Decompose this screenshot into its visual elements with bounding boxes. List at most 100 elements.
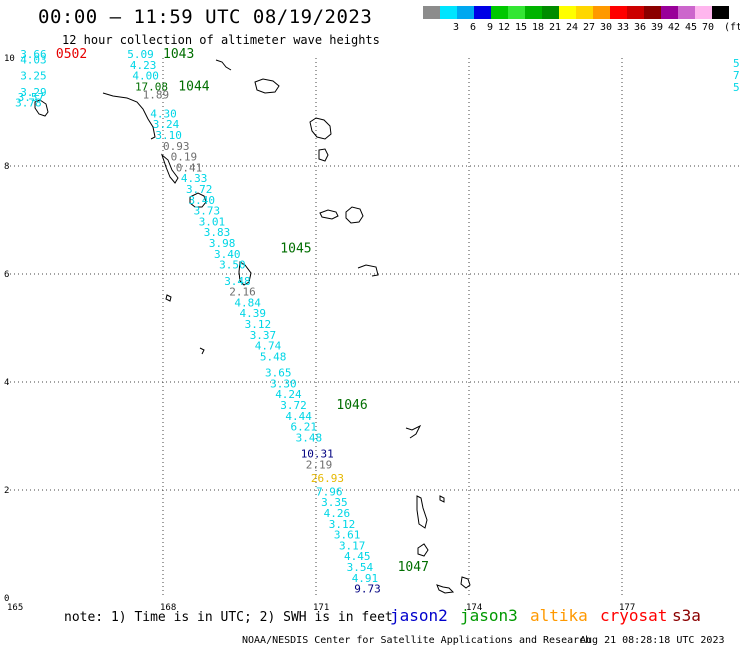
- wave-height-label: 4.00: [132, 70, 159, 83]
- legend-swatch: [644, 6, 661, 19]
- legend-tick-label: 39: [650, 22, 663, 33]
- island-outline: [439, 495, 445, 503]
- island-outline: [460, 576, 471, 589]
- island-outline: [165, 294, 172, 302]
- wave-height-label: 4.84: [234, 296, 261, 309]
- legend-tick-label: 9: [486, 22, 493, 33]
- edge-wave-label: 5: [733, 81, 740, 94]
- x-tick-label: 171: [313, 603, 329, 613]
- legend-tick-label: 21: [548, 22, 561, 33]
- legend-swatch: [593, 6, 610, 19]
- satellite-legend-jason2: jason2: [390, 606, 448, 625]
- pass-time-label: 1043: [163, 47, 194, 62]
- legend-swatch: [423, 6, 440, 19]
- wave-height-label: 3.48: [224, 275, 251, 288]
- satellite-legend-jason3: jason3: [460, 606, 518, 625]
- satellite-legend-s3a: s3a: [672, 606, 701, 625]
- legend-swatch: [474, 6, 491, 19]
- wave-height-label: 3.24: [153, 118, 180, 131]
- x-tick-label: 174: [466, 603, 482, 613]
- wave-height-label: 3.40: [214, 248, 241, 261]
- wave-height-labels: 3.664.03 3.25 3.293.573.78 5.094.234.0017.0…: [15, 48, 381, 596]
- island-outline: [189, 192, 207, 208]
- wave-height-label: 9.73: [354, 583, 381, 596]
- wave-height-label: 2.19: [306, 458, 333, 471]
- island-outline: [416, 495, 428, 529]
- wave-height-label: 3.48: [296, 431, 323, 444]
- wave-height-label: 3.50: [219, 259, 246, 272]
- footer-timestamp: Aug 21 08:28:18 UTC 2023: [580, 635, 725, 646]
- legend-tick-label: 6: [469, 22, 476, 33]
- wave-height-label: 3.12: [329, 518, 356, 531]
- wave-height-label: 0.41: [176, 161, 203, 174]
- wave-height-label: 7.96: [316, 485, 343, 498]
- island-outline: [199, 347, 205, 355]
- wave-height-label: 3.40: [189, 194, 216, 207]
- wave-height-label: 3.66: [20, 48, 47, 61]
- island-outline: [34, 99, 49, 117]
- wave-height-label: 4.24: [275, 388, 302, 401]
- wave-height-label: 10.31: [301, 448, 334, 461]
- pass-time-label: 1047: [398, 560, 429, 575]
- y-tick-label: 4: [4, 378, 9, 388]
- wave-height-label: 3.98: [209, 237, 236, 250]
- wave-height-label: 3.61: [334, 529, 361, 542]
- footnote: note: 1) Time is in UTC; 2) SWH is in fe…: [64, 610, 393, 625]
- wave-height-label: 3.65: [265, 367, 292, 380]
- satellite-legend-altika: altika: [530, 606, 588, 625]
- page-title: 00:00 – 11:59 UTC 08/19/2023: [38, 6, 373, 28]
- wave-height-label: 3.54: [347, 561, 374, 574]
- island-outline: [309, 117, 332, 140]
- x-tick-label: 177: [619, 603, 635, 613]
- pass-time-label: 1046: [336, 398, 367, 413]
- y-tick-label: 0: [4, 594, 9, 604]
- island-outline: [215, 59, 232, 71]
- wave-height-label: 6.21: [291, 421, 318, 434]
- island-outline: [160, 153, 179, 184]
- island-outline: [319, 209, 339, 220]
- land-outlines: [34, 59, 471, 594]
- wave-height-label: 2.16: [229, 286, 256, 299]
- legend-swatch: [542, 6, 559, 19]
- pass-time-labels: 0502 1043 1044 1045 1046 1047: [56, 47, 429, 575]
- legend-swatch: [440, 6, 457, 19]
- island-outline: [238, 261, 252, 286]
- wave-height-label: 3.29: [20, 86, 47, 99]
- legend-swatch: [508, 6, 525, 19]
- legend-tick-label: 45: [684, 22, 697, 33]
- legend-tick-label: 27: [582, 22, 595, 33]
- island-outline: [405, 424, 422, 439]
- edge-labels: 5.7.5: [733, 57, 740, 94]
- wave-height-label: 4.26: [324, 507, 351, 520]
- y-tick-label: 10: [4, 54, 15, 64]
- wave-height-label: 3.30: [270, 377, 297, 390]
- wave-height-label: 3.78: [15, 97, 42, 110]
- axis-ticks: 165 168 171 174 177 0 2 4 6 8 10: [4, 54, 635, 613]
- wave-height-label: 3.57: [18, 91, 45, 104]
- wave-height-label: 3.72: [280, 399, 307, 412]
- wave-height-label: 4.30: [150, 107, 177, 120]
- wave-height-label: 3.37: [250, 329, 277, 342]
- pass-time-label: 0502: [56, 47, 87, 62]
- wave-height-label: 4.03: [20, 53, 47, 66]
- legend-unit: (ft): [724, 22, 740, 33]
- legend-tick-label: 36: [633, 22, 646, 33]
- wave-height-label: 3.83: [204, 226, 231, 239]
- edge-wave-label: 7.: [733, 69, 740, 82]
- wave-height-label: 4.44: [285, 410, 312, 423]
- wave-height-label: 3.73: [194, 205, 221, 218]
- wave-height-label: 3.25: [20, 70, 47, 83]
- legend-tick-label: 15: [514, 22, 527, 33]
- wave-height-label: 3.12: [245, 318, 272, 331]
- wave-height-label: 3.17: [339, 539, 366, 552]
- legend-swatch: [457, 6, 474, 19]
- grid-lines: [10, 58, 740, 598]
- wave-height-label: 1.89: [143, 89, 170, 102]
- legend-tick-label: 42: [667, 22, 680, 33]
- wave-height-label: 0.19: [171, 151, 198, 164]
- legend-swatch: [525, 6, 542, 19]
- wave-height-label: 5.09: [127, 48, 154, 61]
- legend-swatch: [712, 6, 729, 19]
- legend-swatch: [695, 6, 712, 19]
